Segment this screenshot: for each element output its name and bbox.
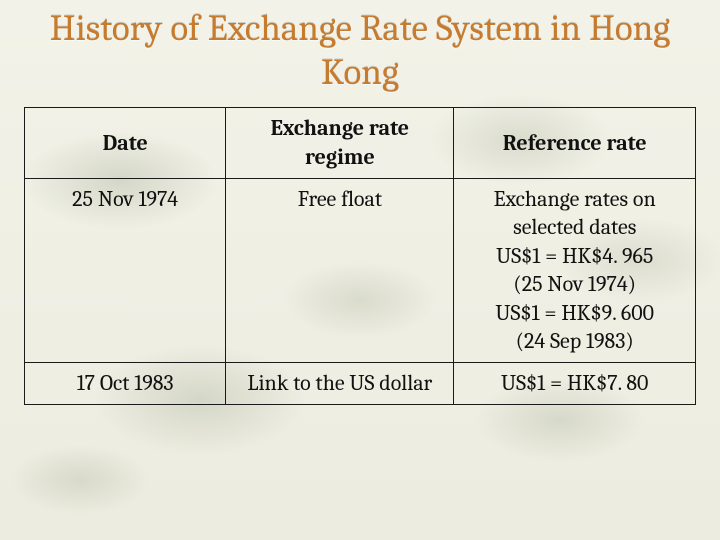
col-header-regime: Exchange rate regime xyxy=(226,108,454,178)
reference-lines: Exchange rates on selected dates US$1 = … xyxy=(494,185,656,357)
page-title: History of Exchange Rate System in Hong … xyxy=(24,8,696,95)
reference-line: US$1 = HK$9. 600 xyxy=(494,299,656,328)
cell-date: 17 Oct 1983 xyxy=(25,363,226,405)
cell-regime: Free float xyxy=(226,178,454,363)
exchange-rate-table: Date Exchange rate regime Reference rate… xyxy=(24,107,696,404)
reference-line: (24 Sep 1983) xyxy=(494,327,656,356)
reference-line: Exchange rates on xyxy=(494,185,656,214)
cell-regime: Link to the US dollar xyxy=(226,363,454,405)
table-row: 25 Nov 1974 Free float Exchange rates on… xyxy=(25,178,696,363)
cell-reference: Exchange rates on selected dates US$1 = … xyxy=(454,178,696,363)
col-header-date: Date xyxy=(25,108,226,178)
slide: History of Exchange Rate System in Hong … xyxy=(0,0,720,540)
reference-line: (25 Nov 1974) xyxy=(494,270,656,299)
reference-line: US$1 = HK$4. 965 xyxy=(494,242,656,271)
cell-reference: US$1 = HK$7. 80 xyxy=(454,363,696,405)
col-header-reference: Reference rate xyxy=(454,108,696,178)
table-header-row: Date Exchange rate regime Reference rate xyxy=(25,108,696,178)
reference-line: US$1 = HK$7. 80 xyxy=(501,369,648,398)
reference-lines: US$1 = HK$7. 80 xyxy=(501,369,648,398)
reference-line: selected dates xyxy=(494,213,656,242)
cell-date: 25 Nov 1974 xyxy=(25,178,226,363)
table-row: 17 Oct 1983 Link to the US dollar US$1 =… xyxy=(25,363,696,405)
